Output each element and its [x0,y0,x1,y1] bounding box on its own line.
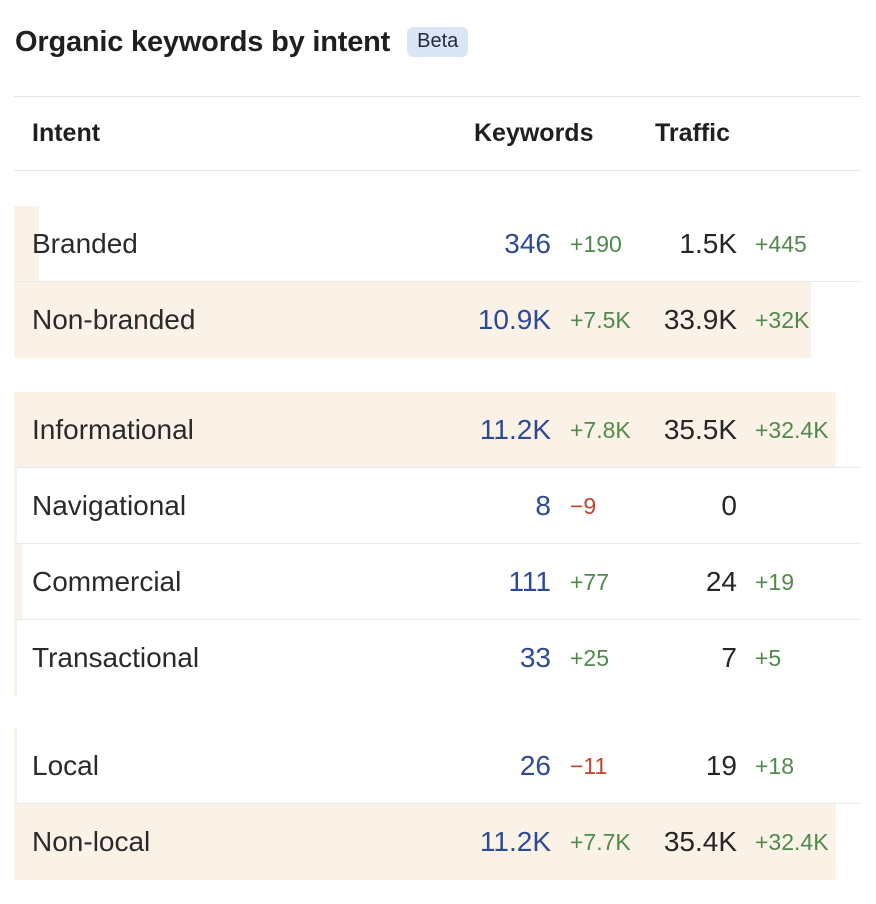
keywords-change: +7.7K [570,829,631,855]
intent-label: Non-branded [32,304,196,335]
widget-title: Organic keywords by intent [15,25,391,58]
traffic-value[interactable]: 33.9K [663,304,737,335]
column-header-intent[interactable]: Intent [32,119,101,147]
share-bar [14,544,22,619]
keywords-change: −9 [570,493,597,519]
keywords-change: +25 [570,645,610,671]
intent-label: Branded [32,228,138,259]
keywords-value[interactable]: 26 [519,750,551,781]
intent-label: Non-local [32,826,151,857]
table-header: Intent Keywords Traffic [14,96,861,171]
keywords-value[interactable]: 11.2K [479,826,551,857]
traffic-value[interactable]: 19 [705,750,737,781]
share-bar [14,392,836,467]
keywords-value[interactable]: 346 [504,228,551,259]
share-bar [14,728,17,803]
keywords-change: +7.5K [570,307,631,333]
keywords-change: +7.8K [570,417,631,443]
keywords-change: −11 [570,753,608,779]
traffic-value[interactable]: 35.5K [663,414,737,445]
table-row[interactable]: Transactional 33 +25 7 +5 [14,620,861,696]
keywords-value[interactable]: 33 [519,642,551,673]
table-row[interactable]: Informational 11.2K +7.8K 35.5K +32.4K [14,392,861,468]
intent-label: Commercial [32,566,182,597]
keywords-value[interactable]: 111 [508,566,551,597]
table-row[interactable]: Local 26 −11 19 +18 [14,728,861,804]
column-header-keywords[interactable]: Keywords [474,119,594,147]
traffic-value[interactable]: 0 [721,490,737,521]
share-bar [14,468,17,543]
column-header-traffic[interactable]: Traffic [655,119,731,147]
intent-label: Informational [32,414,194,445]
share-bar [14,620,17,696]
share-bar [14,206,39,281]
intent-label: Local [32,750,99,781]
share-bar [14,804,836,880]
share-bar [14,282,811,358]
beta-badge: Beta [407,27,469,57]
keywords-change: +190 [570,231,622,257]
traffic-value[interactable]: 1.5K [679,228,737,259]
traffic-change: +32.4K [755,829,829,855]
traffic-value[interactable]: 35.4K [663,826,737,857]
traffic-change: +5 [755,645,782,671]
keywords-value[interactable]: 11.2K [479,414,551,445]
table-row[interactable]: Navigational 8 −9 0 [14,468,861,544]
traffic-change: +32.4K [755,417,829,443]
widget-header: Organic keywords by intent Beta [15,22,469,62]
table-row[interactable]: Non-local 11.2K +7.7K 35.4K +32.4K [14,804,861,880]
traffic-change: +445 [755,231,807,257]
table-row[interactable]: Commercial 111 +77 24 +19 [14,544,861,620]
traffic-value[interactable]: 7 [721,642,737,673]
traffic-change: +19 [755,569,795,595]
traffic-value[interactable]: 24 [705,566,737,597]
keywords-value[interactable]: 10.9K [477,304,551,335]
traffic-change: +32K [755,307,810,333]
intent-label: Navigational [32,490,187,521]
keywords-value[interactable]: 8 [535,490,551,521]
traffic-change: +18 [755,753,795,779]
table-row[interactable]: Branded 346 +190 1.5K +445 [14,206,861,282]
keywords-change: +77 [570,569,610,595]
intent-label: Transactional [32,642,200,673]
table-row[interactable]: Non-branded 10.9K +7.5K 33.9K +32K [14,282,861,358]
